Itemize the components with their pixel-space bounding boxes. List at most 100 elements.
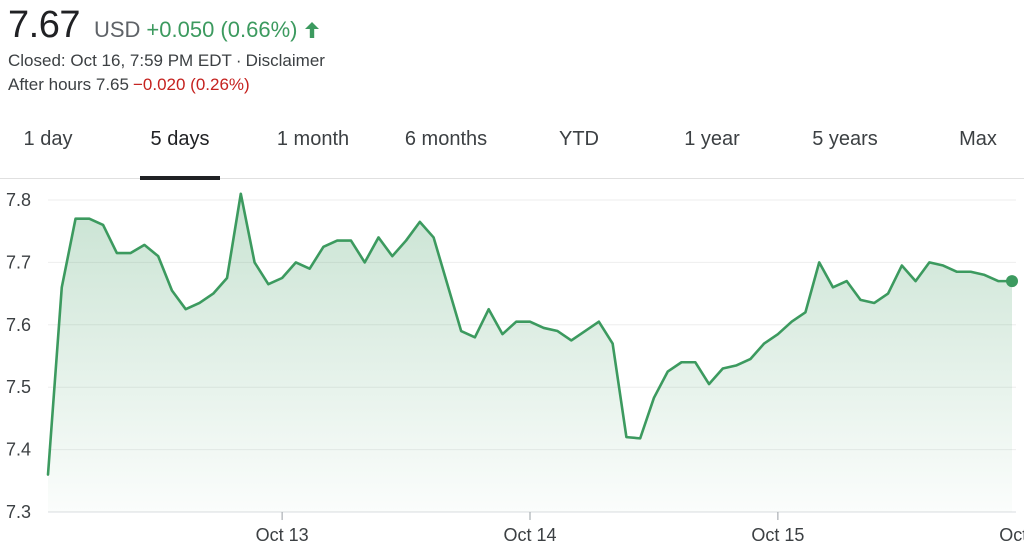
price-point [694, 361, 697, 364]
y-tick-label: 7.5 [6, 377, 31, 397]
price-point [529, 320, 531, 323]
price-point [790, 320, 793, 323]
price-point [763, 342, 765, 345]
price-point [735, 364, 738, 367]
price-point [832, 286, 834, 289]
tab-ytd[interactable]: YTD [559, 128, 599, 150]
tab-max[interactable]: Max [959, 128, 997, 150]
price-point [363, 261, 366, 264]
price-point [818, 261, 820, 264]
price-point [570, 339, 573, 342]
price-point [377, 236, 380, 239]
current-price: 7.67 [8, 4, 80, 46]
x-tick-label: Oct 13 [256, 525, 309, 545]
price-point [942, 264, 944, 267]
y-tick-label: 7.7 [6, 252, 31, 272]
tab-5-years[interactable]: 5 years [812, 128, 878, 150]
tab-6-months[interactable]: 6 months [404, 128, 488, 150]
price-point [625, 436, 628, 438]
price-point [350, 239, 352, 242]
price-point [542, 327, 545, 329]
price-point [845, 280, 848, 282]
x-tick-label: Oct 15 [751, 525, 804, 545]
price-point [295, 261, 297, 264]
last-price-marker [1006, 275, 1018, 288]
price-point [515, 320, 518, 323]
price-point [240, 192, 242, 195]
tab-1-month[interactable]: 1 month [276, 128, 350, 150]
price-point [639, 437, 641, 440]
price-point [680, 361, 683, 364]
price-point [653, 397, 655, 399]
market-status: Closed: Oct 16, 7:59 PM EDT · Disclaimer [8, 51, 325, 71]
price-point [446, 283, 449, 286]
tab-1-year[interactable]: 1 year [684, 128, 740, 150]
range-tabs: 1 day 5 days 1 month 6 months YTD 1 year… [0, 112, 1024, 180]
price-point [501, 333, 504, 335]
price-point [102, 224, 104, 226]
price-point [928, 261, 931, 264]
price-point [47, 473, 49, 476]
price-point [432, 236, 435, 239]
price-point [487, 308, 490, 310]
price-area [48, 193, 1012, 512]
price-point [749, 358, 752, 360]
price-point [198, 302, 201, 304]
price-point [308, 267, 311, 270]
tab-5-days[interactable]: 5 days [150, 128, 210, 150]
price-point [60, 286, 63, 289]
y-tick-label: 7.3 [6, 502, 31, 522]
price-series [46, 192, 1018, 512]
price-point [74, 217, 77, 220]
arrow-up-icon [305, 22, 320, 38]
price-point [708, 383, 710, 385]
price-point [88, 217, 91, 220]
price-point [143, 244, 146, 246]
after-hours-change: −0.020 (0.26%) [132, 75, 250, 94]
price-point [171, 289, 173, 292]
price-point [129, 252, 132, 254]
price-point [777, 333, 779, 335]
price-point [997, 280, 1000, 282]
price-point [184, 308, 187, 310]
price-point [460, 330, 462, 332]
price-point [611, 342, 614, 345]
price-point [901, 264, 903, 267]
price-point [419, 221, 421, 223]
price-point [914, 280, 917, 282]
closed-time: Closed: Oct 16, 7:59 PM EDT [8, 51, 232, 70]
price-point [226, 277, 228, 279]
y-tick-label: 7.8 [6, 190, 31, 210]
after-hours: After hours 7.65 −0.020 (0.26%) [8, 75, 325, 95]
disclaimer-link[interactable]: Disclaimer [245, 51, 325, 70]
price-point [212, 292, 215, 295]
x-axis-ticks: Oct 13 Oct 14 Oct 15 Oct 16 [256, 512, 1024, 545]
price-point [474, 336, 476, 339]
price-point [873, 302, 876, 304]
price-point [969, 270, 972, 273]
y-tick-label: 7.4 [6, 440, 31, 460]
price-point [859, 299, 862, 301]
price-point [322, 246, 325, 248]
price-point [116, 252, 118, 254]
price-point [267, 283, 270, 286]
price-point [666, 370, 669, 373]
price-point [983, 274, 986, 276]
price-point [556, 330, 559, 332]
price-point [887, 292, 889, 295]
price-point [405, 239, 407, 242]
price-point [281, 277, 283, 279]
price-row: 7.67 USD +0.050 (0.66%) [8, 4, 325, 47]
tab-1-day[interactable]: 1 day [23, 128, 73, 150]
x-tick-label: Oct 14 [503, 525, 556, 545]
after-hours-price: After hours 7.65 [8, 75, 129, 94]
currency-label: USD [93, 17, 141, 42]
price-point [391, 255, 394, 257]
y-axis-ticks: 7.3 7.4 7.5 7.6 7.7 7.8 [6, 190, 31, 522]
price-point [253, 261, 256, 264]
separator-dot: · [235, 51, 242, 70]
price-point [804, 311, 807, 314]
price-point [598, 320, 600, 323]
price-point [956, 270, 958, 273]
